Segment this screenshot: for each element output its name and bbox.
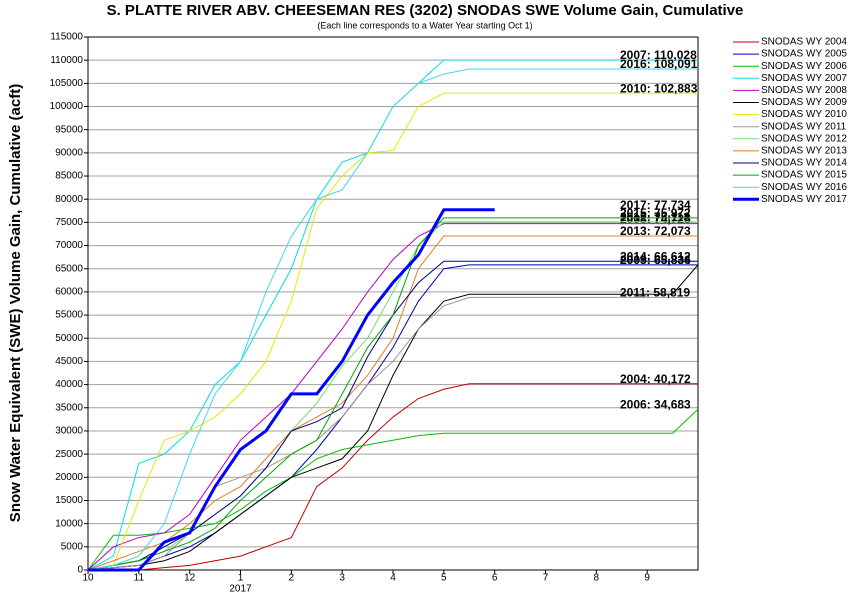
y-tick-label: 40000 xyxy=(55,379,83,390)
legend-label: SNODAS WY 2010 xyxy=(761,109,847,120)
end-label: 2004: 40,172 xyxy=(620,372,691,386)
y-tick-label: 90000 xyxy=(55,148,83,159)
series-line xyxy=(87,235,698,571)
end-label: 2006: 34,683 xyxy=(620,397,691,411)
y-tick-label: 60000 xyxy=(55,287,83,298)
x-tick-label: 2 xyxy=(289,573,295,584)
legend-label: SNODAS WY 2004 xyxy=(761,37,847,48)
y-tick-label: 0 xyxy=(77,565,83,576)
x-tick-label: 1 xyxy=(238,573,244,584)
x-tick-label: 8 xyxy=(594,573,600,584)
end-label: 2012: 75,113 xyxy=(620,210,690,224)
y-tick-label: 5000 xyxy=(61,541,84,552)
x-tick-label: 5 xyxy=(441,573,447,584)
y-tick-label: 10000 xyxy=(55,518,83,529)
x-tick-label: 9 xyxy=(644,573,650,584)
end-label: 2009: 65,834 xyxy=(620,253,691,267)
series-line xyxy=(87,92,698,571)
y-tick-label: 95000 xyxy=(55,124,83,135)
y-tick-label: 65000 xyxy=(55,263,83,274)
x-tick-label: 10 xyxy=(82,573,94,584)
series-line xyxy=(87,217,698,571)
chart-title: S. PLATTE RIVER ABV. CHEESEMAN RES (3202… xyxy=(107,2,744,19)
series-line xyxy=(87,264,699,571)
legend-label: SNODAS WY 2007 xyxy=(761,73,847,84)
legend-label: SNODAS WY 2009 xyxy=(761,97,847,108)
series-line xyxy=(88,208,495,572)
legend-label: SNODAS WY 2011 xyxy=(761,121,847,132)
y-tick-label: 50000 xyxy=(55,333,83,344)
end-label: 2015: 75,972 xyxy=(620,206,691,220)
y-tick-label: 35000 xyxy=(55,402,83,413)
end-label: 2014: 66,612 xyxy=(620,249,691,263)
y-tick-label: 25000 xyxy=(55,449,83,460)
legend-label: SNODAS WY 2015 xyxy=(761,170,847,181)
end-label: 2005: 65,836 xyxy=(620,253,691,267)
plot-area xyxy=(88,37,698,570)
y-tick-label: 70000 xyxy=(55,240,83,251)
end-label: 2007: 110,028 xyxy=(620,48,697,62)
end-label: 2017: 77,734 xyxy=(620,198,691,212)
legend-label: SNODAS WY 2017 xyxy=(761,194,847,205)
chart-subtitle: (Each line corresponds to a Water Year s… xyxy=(317,20,532,30)
end-label: 2016: 108,091 xyxy=(620,57,698,71)
y-tick-label: 105000 xyxy=(50,78,84,89)
y-tick-label: 30000 xyxy=(55,426,83,437)
legend-label: SNODAS WY 2006 xyxy=(761,61,847,72)
y-tick-label: 100000 xyxy=(50,101,84,112)
series-line xyxy=(87,264,698,571)
legend-label: SNODAS WY 2013 xyxy=(761,146,847,157)
y-axis-label: Snow Water Equivalent (SWE) Volume Gain,… xyxy=(7,84,24,522)
y-tick-label: 15000 xyxy=(55,495,83,506)
y-tick-label: 115000 xyxy=(50,32,83,43)
y-tick-label: 55000 xyxy=(55,310,83,321)
legend-label: SNODAS WY 2008 xyxy=(761,85,847,96)
legend-label: SNODAS WY 2005 xyxy=(761,49,847,60)
y-tick-label: 20000 xyxy=(55,472,83,483)
x-tick-label: 3 xyxy=(339,573,345,584)
y-tick-label: 45000 xyxy=(55,356,83,367)
y-tick-label: 85000 xyxy=(55,171,83,182)
legend-label: SNODAS WY 2014 xyxy=(761,158,847,169)
series-line xyxy=(88,383,698,571)
x-tick-label: 7 xyxy=(543,573,549,584)
end-label: 2011: 58,819 xyxy=(620,286,690,300)
end-label: 2010: 102,883 xyxy=(620,81,698,95)
y-tick-label: 110000 xyxy=(50,55,83,66)
series-line xyxy=(87,408,699,571)
legend-label: SNODAS WY 2016 xyxy=(761,182,847,193)
x-sublabel: 2017 xyxy=(229,584,252,595)
x-tick-label: 4 xyxy=(390,573,396,584)
series-line xyxy=(87,68,698,571)
plot-frame xyxy=(87,36,699,571)
y-tick-label: 80000 xyxy=(55,194,83,205)
legend-label: SNODAS WY 2012 xyxy=(761,133,847,144)
x-tick-label: 12 xyxy=(184,573,196,584)
end-label: 2013: 72,073 xyxy=(620,224,691,238)
x-tick-label: 11 xyxy=(134,573,145,584)
series-line xyxy=(87,223,698,571)
x-tick-label: 6 xyxy=(492,573,498,584)
y-tick-label: 75000 xyxy=(55,217,83,228)
